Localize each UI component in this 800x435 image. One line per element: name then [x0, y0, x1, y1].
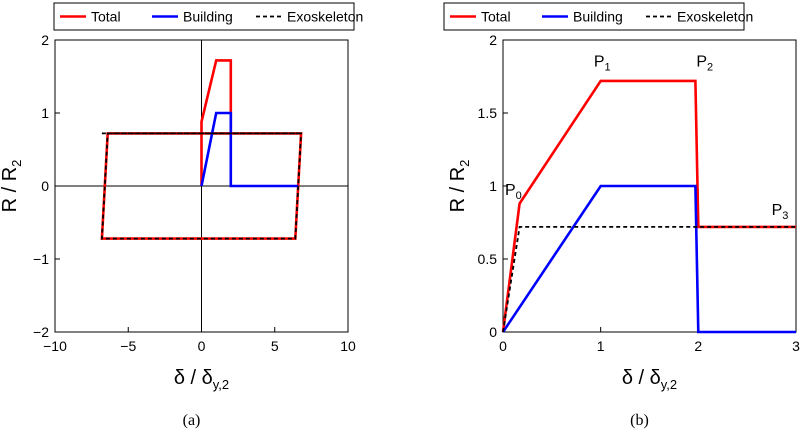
- x-tick-label: 1: [597, 338, 605, 354]
- legend-label-total: Total: [481, 9, 511, 25]
- x-tick-label: −10: [43, 338, 67, 354]
- y-tick-label: −1: [33, 251, 49, 267]
- x-tick-label: 0: [198, 338, 206, 354]
- legend-label-exoskeleton: Exoskeleton: [677, 9, 753, 25]
- y-tick-label: 2: [41, 32, 49, 48]
- y-tick-label: 0: [489, 324, 497, 340]
- legend: Total Building Exoskeleton: [443, 2, 753, 31]
- y-tick-label: −2: [33, 324, 49, 340]
- x-tick-label: 3: [792, 338, 800, 354]
- x-tick-label: 2: [694, 338, 702, 354]
- legend-label-building: Building: [183, 9, 233, 25]
- y-tick-label: 1: [489, 178, 497, 194]
- point-label-p1: P1: [594, 53, 611, 73]
- x-tick-label: −5: [120, 338, 136, 354]
- legend-label-total: Total: [91, 9, 121, 25]
- y-tick-label: 2: [489, 32, 497, 48]
- series-line-exoskeleton: [502, 225, 796, 333]
- panel-caption: (b): [630, 412, 649, 429]
- legend-label-building: Building: [573, 9, 623, 25]
- legend-frame: [443, 2, 745, 31]
- y-tick-label: 0: [41, 178, 49, 194]
- y-tick-label: 0.5: [478, 251, 498, 267]
- panel-caption: (a): [183, 412, 201, 429]
- x-tick-label: 0: [499, 338, 507, 354]
- x-tick-label: 5: [271, 338, 279, 354]
- x-tick-label: 10: [340, 338, 356, 354]
- series-line-building: [501, 184, 796, 334]
- legend-label-exoskeleton: Exoskeleton: [287, 9, 363, 25]
- y-tick-label: 1.5: [478, 105, 498, 121]
- y-tick-label: 1: [41, 105, 49, 121]
- series-line-total: [501, 79, 796, 333]
- legend-frame: [53, 2, 355, 31]
- legend: Total Building Exoskeleton: [53, 2, 363, 31]
- y-axis-label: R / R2: [0, 160, 24, 213]
- series-line-exoskeleton: [100, 132, 303, 240]
- x-axis-label: δ / δy,2: [622, 367, 677, 392]
- chart-panel-b: 0 1 2 3 0 0.5 1 1.5 2 P0 P1 P2 P3 δ / δy,2 R / R2 Total…: [443, 2, 800, 429]
- point-label-p2: P2: [696, 53, 713, 73]
- point-label-p3: P3: [772, 202, 789, 222]
- x-axis-label: δ / δy,2: [174, 367, 229, 392]
- series-line-building: [200, 111, 299, 188]
- point-label-p0: P0: [505, 182, 522, 202]
- y-axis-label: R / R2: [447, 160, 472, 213]
